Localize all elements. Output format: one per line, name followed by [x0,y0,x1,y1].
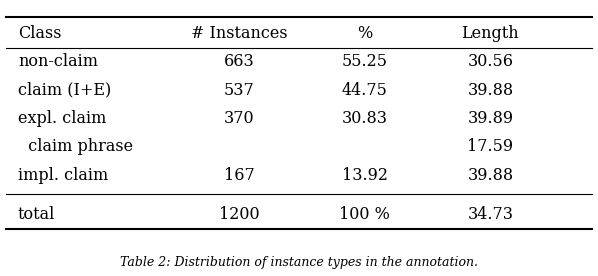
Text: %: % [357,25,373,42]
Text: 55.25: 55.25 [342,53,388,70]
Text: 30.56: 30.56 [468,53,513,70]
Text: 663: 663 [224,53,255,70]
Text: claim phrase: claim phrase [18,139,133,155]
Text: 1200: 1200 [219,206,260,224]
Text: Table 2: Distribution of instance types in the annotation.: Table 2: Distribution of instance types … [120,256,478,269]
Text: 39.89: 39.89 [467,110,514,127]
Text: 537: 537 [224,82,255,99]
Text: total: total [18,206,55,224]
Text: Length: Length [462,25,519,42]
Text: 17.59: 17.59 [467,139,514,155]
Text: 167: 167 [224,167,255,184]
Text: Class: Class [18,25,62,42]
Text: 34.73: 34.73 [468,206,513,224]
Text: claim (I+E): claim (I+E) [18,82,111,99]
Text: 100 %: 100 % [339,206,390,224]
Text: 44.75: 44.75 [342,82,388,99]
Text: impl. claim: impl. claim [18,167,108,184]
Text: non-claim: non-claim [18,53,98,70]
Text: expl. claim: expl. claim [18,110,106,127]
Text: 13.92: 13.92 [342,167,388,184]
Text: # Instances: # Instances [191,25,288,42]
Text: 39.88: 39.88 [467,82,514,99]
Text: 39.88: 39.88 [467,167,514,184]
Text: 370: 370 [224,110,255,127]
Text: 30.83: 30.83 [342,110,388,127]
